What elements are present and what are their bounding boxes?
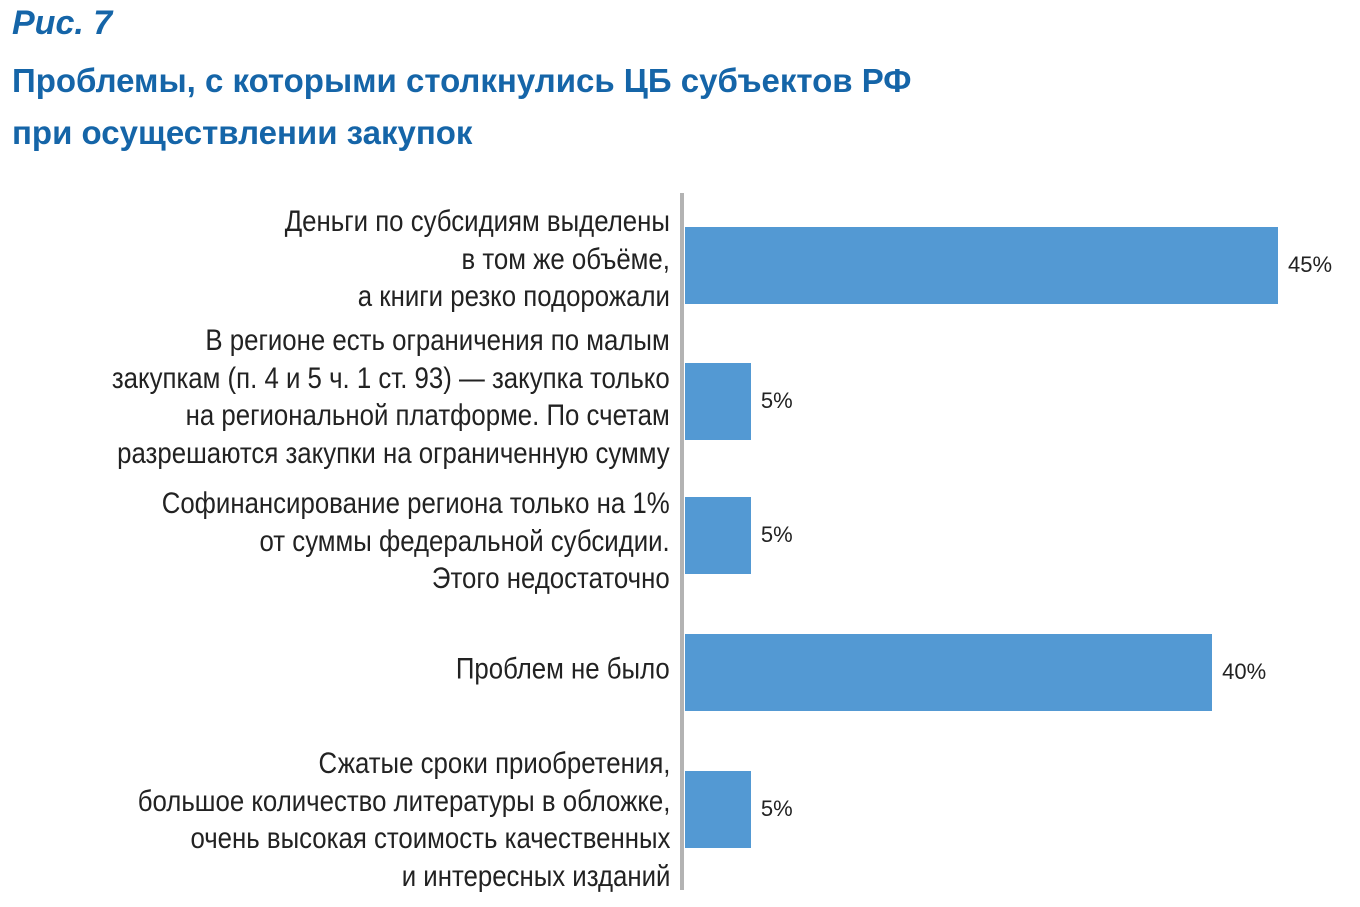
bar [685,771,751,848]
bar [685,363,751,440]
data-label: 5% [760,522,793,547]
figure-label: Рис. 7 [12,4,113,42]
chart-title: Проблемы, с которыми столкнулись ЦБ субъ… [12,55,911,159]
bar [685,634,1213,711]
category-label: В регионе есть ограничения по малым закуп… [21,322,670,472]
category-label-line: от суммы федеральной субсидии. [259,524,670,558]
category-label-line: большое количество литературы в обложке, [137,784,670,818]
data-label: 5% [760,388,793,413]
category-label-line: в том же объёме, [461,242,670,276]
category-label-line: на региональной платформе. По счетам [185,399,670,432]
bar [685,227,1278,304]
bar [685,497,751,574]
category-label: Проблем не было [421,650,670,688]
category-label-line: разрешаются закупки на ограниченную сумм… [117,436,671,470]
data-label: 5% [760,796,793,821]
data-label: 40% [1222,659,1267,684]
category-label-line: Проблем не было [456,652,670,686]
category-label-line: очень высокая стоимость качественных [189,822,670,855]
title-line: Проблемы, с которыми столкнулись ЦБ субъ… [12,62,912,99]
category-label: Деньги по субсидиям выделены в том же объ… [222,203,670,316]
category-label-line: Сжатые сроки приобретения, [318,747,670,780]
category-label-line: Деньги по субсидиям выделены [284,204,670,238]
category-label: Софинансирование региона только на 1% от … [79,485,670,598]
category-label: Сжатые сроки приобретения, большое количе… [51,745,670,895]
category-label-line: Софинансирование региона только на 1% [161,486,670,520]
category-label-line: и интересных изданий [401,859,670,893]
data-label: 45% [1288,252,1333,277]
category-axis [680,193,684,890]
category-label-line: закупкам (п. 4 и 5 ч. 1 ст. 93) — закупк… [112,361,670,395]
title-line: при осуществлении закупок [12,114,473,151]
category-label-line: В регионе есть ограничения по малым [205,324,670,357]
category-label-line: а книги резко подорожали [357,279,670,313]
category-label-line: Этого недостаточно [432,561,670,595]
